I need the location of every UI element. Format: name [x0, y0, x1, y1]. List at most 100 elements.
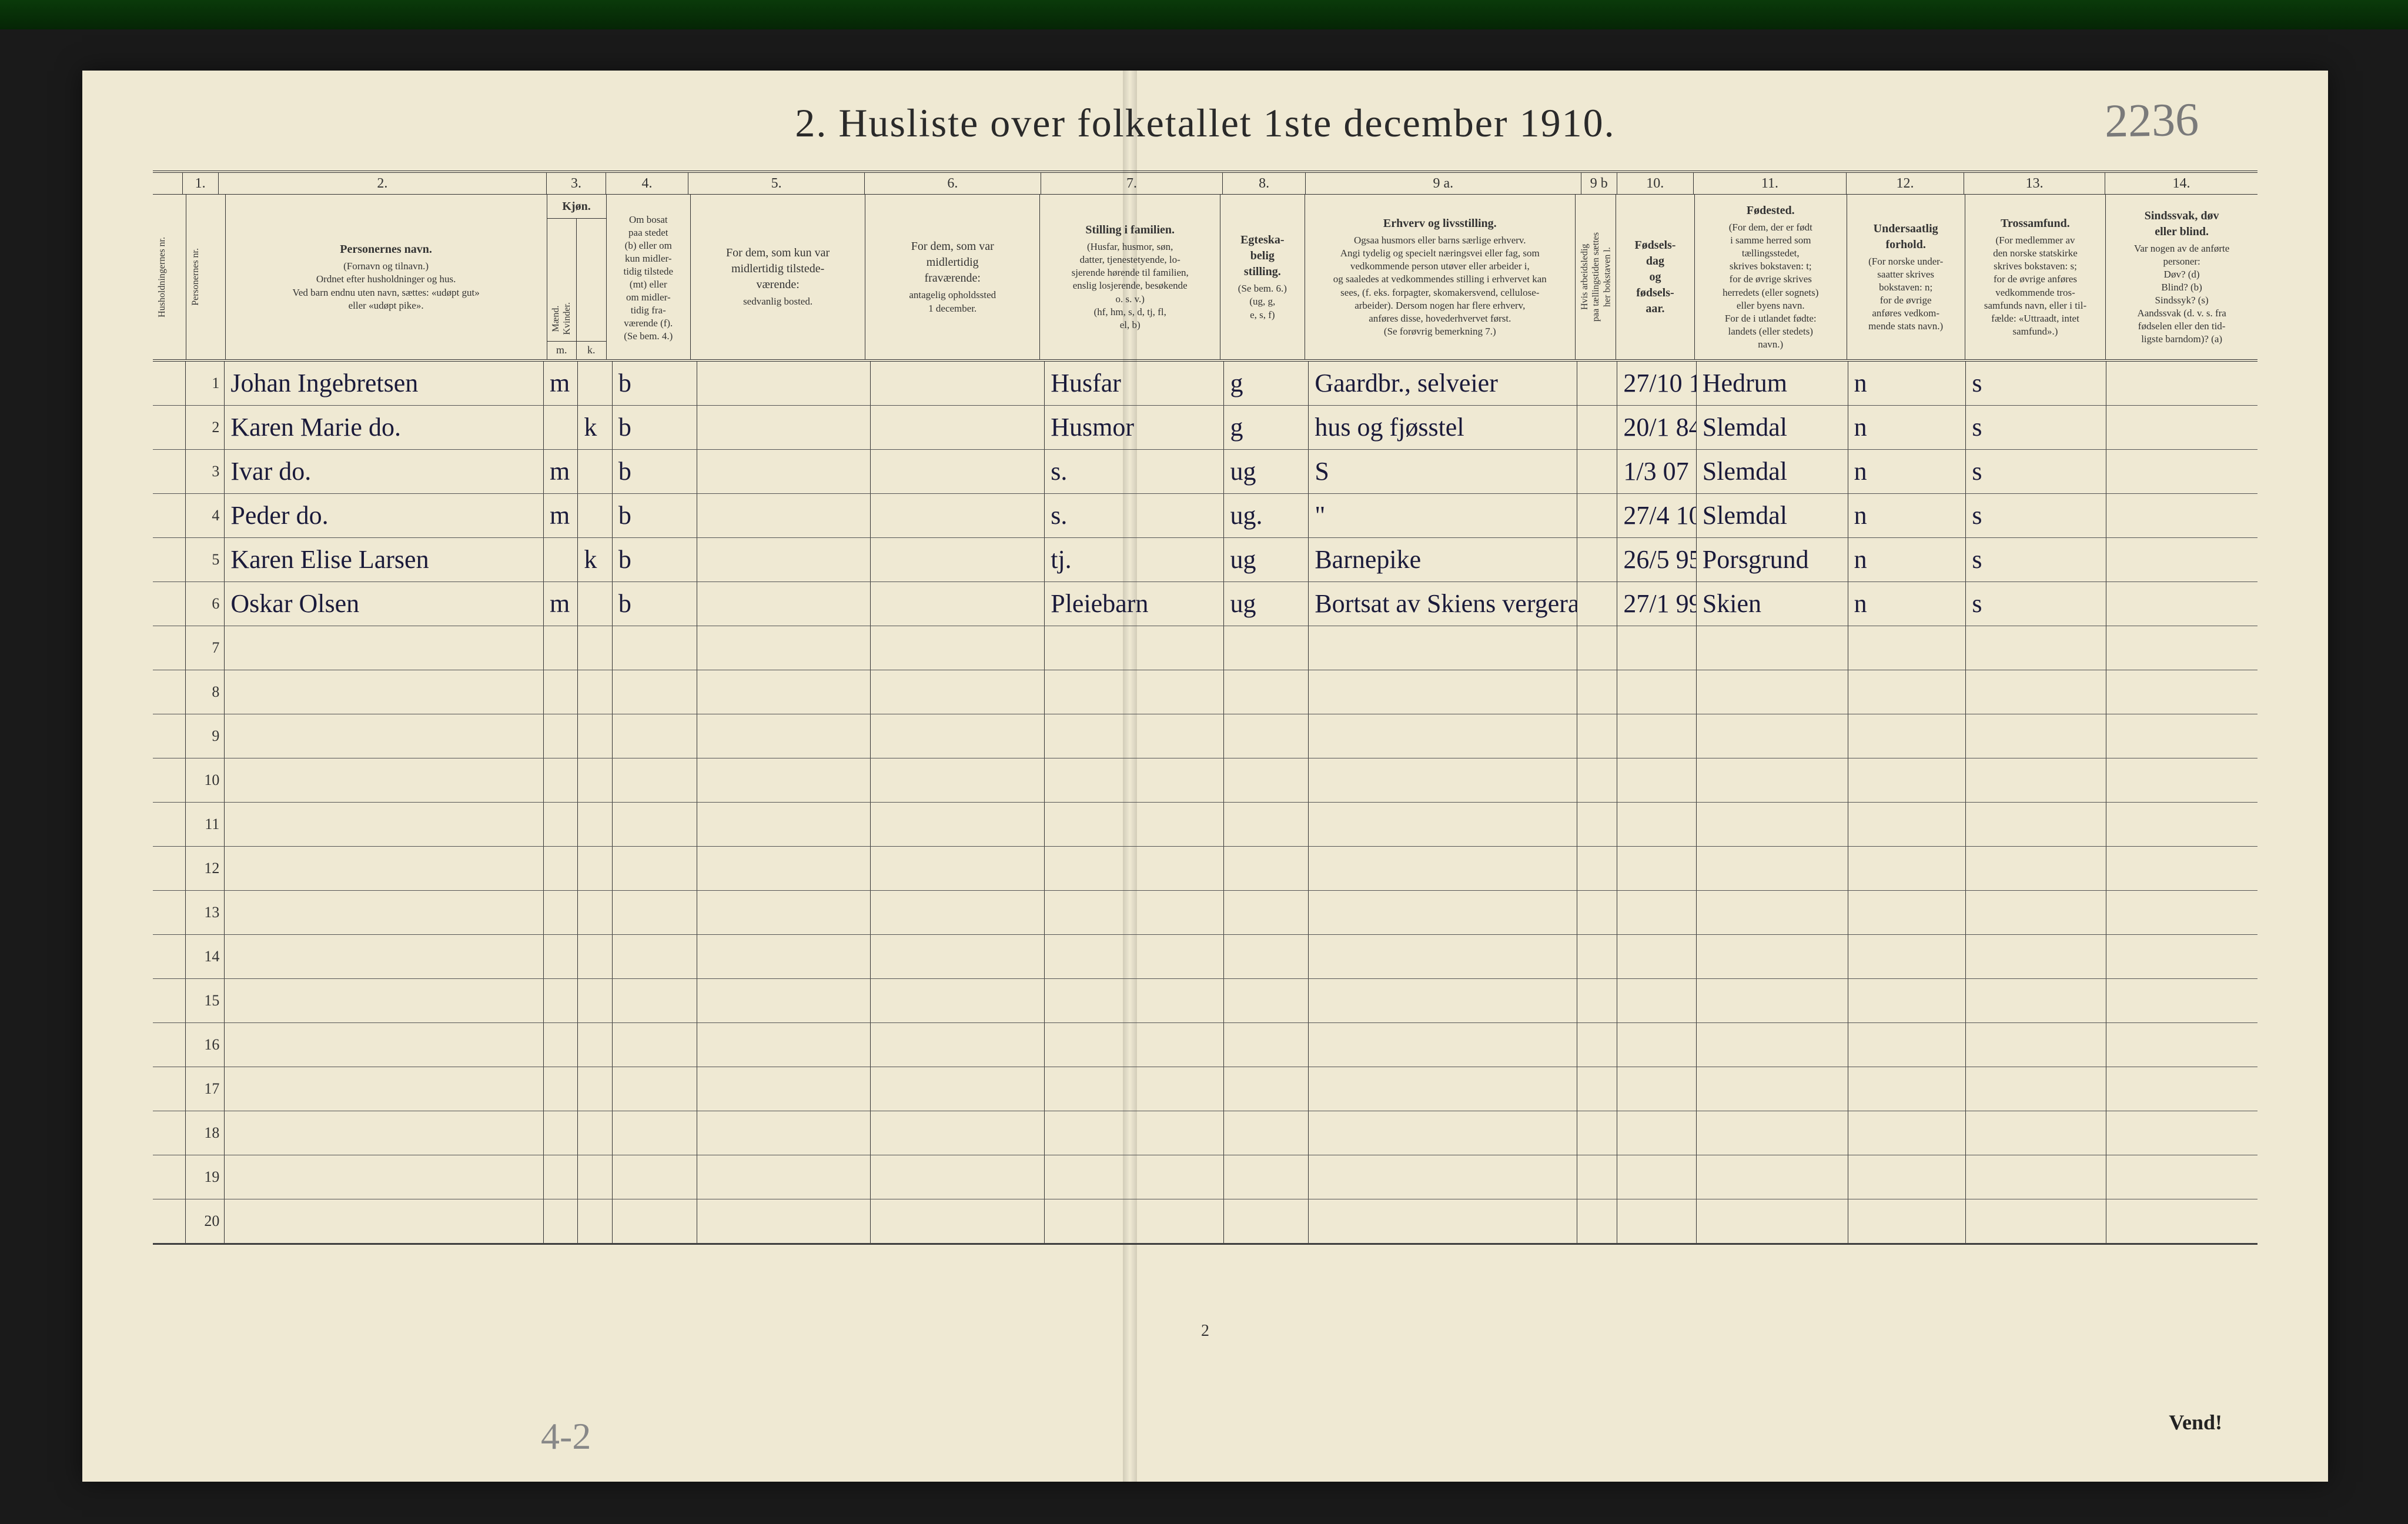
cell	[1848, 1199, 1966, 1243]
cell: 19	[186, 1155, 225, 1199]
cell	[1577, 758, 1617, 802]
cell	[613, 979, 697, 1022]
hn-4: 4.	[606, 173, 688, 194]
cell: 1/3 07	[1617, 450, 1696, 493]
cell	[1966, 847, 2106, 890]
cell: ug	[1224, 450, 1309, 493]
cell	[544, 1067, 578, 1111]
cell	[2106, 406, 2258, 449]
cell	[544, 979, 578, 1022]
cell	[1966, 1199, 2106, 1243]
cell: hus og fjøsstel	[1309, 406, 1577, 449]
cell: 26/5 95	[1617, 538, 1696, 581]
cell	[544, 406, 578, 449]
hn-12: 12.	[1847, 173, 1964, 194]
cell: n	[1848, 450, 1966, 493]
cell	[1697, 1111, 1848, 1155]
cell	[153, 1199, 186, 1243]
cell: k	[578, 538, 612, 581]
cell	[1617, 891, 1696, 934]
cell	[1848, 758, 1966, 802]
cell	[1045, 626, 1224, 670]
cell	[578, 714, 612, 758]
cell	[871, 1067, 1045, 1111]
cell	[871, 362, 1045, 405]
cell	[225, 803, 544, 846]
cell	[697, 714, 871, 758]
cell	[153, 979, 186, 1022]
cell: 16	[186, 1023, 225, 1067]
hdr-occupation: Erhverv og livsstilling. Ogsaa husmors e…	[1305, 195, 1576, 359]
cell	[2106, 450, 2258, 493]
cell	[697, 891, 871, 934]
cell	[871, 979, 1045, 1022]
cell: m	[544, 494, 578, 537]
cell	[1848, 1111, 1966, 1155]
cell	[1577, 538, 1617, 581]
cell: ug	[1224, 582, 1309, 626]
cell	[2106, 362, 2258, 405]
cell	[153, 1155, 186, 1199]
cell	[697, 1199, 871, 1243]
cell	[1697, 1023, 1848, 1067]
cell	[613, 1155, 697, 1199]
cell: 18	[186, 1111, 225, 1155]
cell: Pleiebarn	[1045, 582, 1224, 626]
cell	[1848, 1067, 1966, 1111]
cell	[578, 891, 612, 934]
cell: 1	[186, 362, 225, 405]
cell: Slemdal	[1697, 494, 1848, 537]
cell	[578, 1111, 612, 1155]
cell	[1577, 847, 1617, 890]
cell	[1577, 450, 1617, 493]
cell	[1848, 1023, 1966, 1067]
cell	[1697, 935, 1848, 978]
hdr-disability: Sindssvak, døv eller blind. Var nogen av…	[2106, 195, 2258, 359]
cell	[1966, 1023, 2106, 1067]
cell	[578, 758, 612, 802]
cell: Skien	[1697, 582, 1848, 626]
cell	[1045, 1155, 1224, 1199]
cell	[1224, 1199, 1309, 1243]
table-row: 11	[153, 803, 2258, 847]
cell	[2106, 538, 2258, 581]
cell: b	[613, 538, 697, 581]
cell	[697, 1155, 871, 1199]
cell: n	[1848, 362, 1966, 405]
cell	[1577, 494, 1617, 537]
cell	[225, 979, 544, 1022]
cell	[1309, 1199, 1577, 1243]
cell: 15	[186, 979, 225, 1022]
hdr-resident: Om bosat paa stedet (b) eller om kun mid…	[607, 195, 691, 359]
cell	[1224, 847, 1309, 890]
cell	[544, 891, 578, 934]
cell	[1577, 803, 1617, 846]
cell	[225, 1067, 544, 1111]
cell	[1045, 935, 1224, 978]
hdr-birthplace: Fødested. (For dem, der er født i samme …	[1695, 195, 1847, 359]
cell: s	[1966, 494, 2106, 537]
cell	[1966, 626, 2106, 670]
cell: tj.	[1045, 538, 1224, 581]
cell	[1697, 1155, 1848, 1199]
cell	[544, 1023, 578, 1067]
cell	[1309, 1067, 1577, 1111]
cell: b	[613, 406, 697, 449]
cell	[1966, 1155, 2106, 1199]
cell	[578, 803, 612, 846]
cell	[544, 538, 578, 581]
cell	[2106, 714, 2258, 758]
cell: Ivar do.	[225, 450, 544, 493]
table-row: 20	[153, 1199, 2258, 1244]
cell	[1309, 891, 1577, 934]
header-column-numbers: 1. 2. 3. 4. 5. 6. 7. 8. 9 a. 9 b 10. 11.…	[153, 173, 2258, 195]
cell	[2106, 1111, 2258, 1155]
cell	[153, 758, 186, 802]
hn-0	[153, 173, 183, 194]
cell	[2106, 979, 2258, 1022]
cell: Hedrum	[1697, 362, 1848, 405]
cell: Karen Elise Larsen	[225, 538, 544, 581]
table-row: 15	[153, 979, 2258, 1023]
cell	[1224, 626, 1309, 670]
cell	[225, 1023, 544, 1067]
